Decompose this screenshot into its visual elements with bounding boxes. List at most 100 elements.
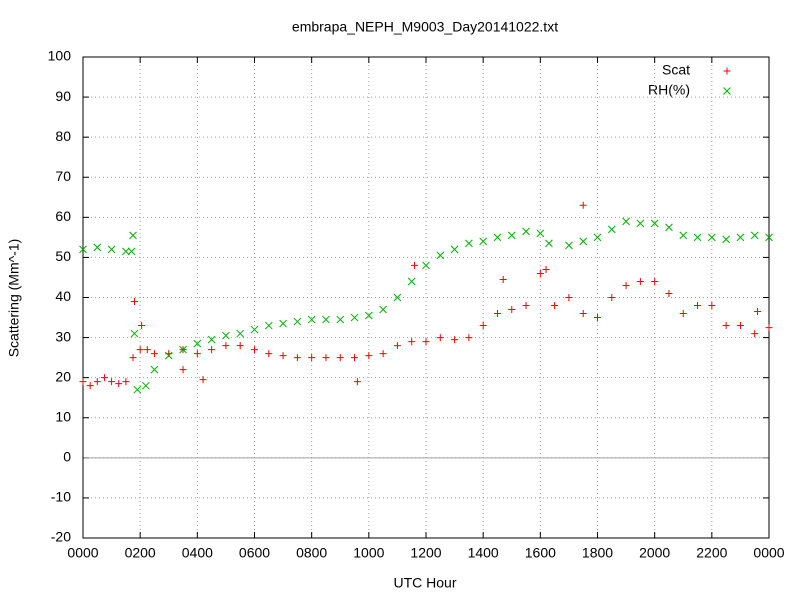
- point: [193, 350, 201, 358]
- point: [308, 354, 316, 362]
- point: [93, 243, 102, 252]
- point: [393, 342, 401, 350]
- legend: Scat RH(%): [648, 62, 731, 98]
- point: [765, 324, 773, 332]
- point: [665, 289, 673, 297]
- point: [351, 354, 359, 362]
- point: [130, 298, 138, 306]
- legend-label: Scat: [662, 62, 690, 78]
- point: [636, 219, 645, 228]
- point: [651, 277, 659, 285]
- point: [79, 378, 87, 386]
- point: [479, 322, 487, 330]
- point: [322, 354, 330, 362]
- point: [579, 201, 587, 209]
- point: [129, 354, 137, 362]
- point: [122, 247, 130, 256]
- point: [393, 293, 402, 302]
- point: [499, 275, 507, 283]
- point: [422, 261, 430, 270]
- point: [379, 350, 387, 358]
- point: [665, 223, 673, 232]
- y-tick-label: 50: [55, 248, 71, 264]
- point: [542, 265, 550, 273]
- y-tick-label: -10: [51, 489, 71, 505]
- point: [179, 345, 187, 354]
- point: [765, 233, 773, 242]
- point: [551, 302, 559, 310]
- point: [108, 378, 116, 386]
- point: [127, 247, 136, 256]
- point: [493, 310, 501, 318]
- x-tick-label: 0000: [753, 545, 784, 561]
- point: [236, 329, 245, 338]
- point: [736, 233, 745, 242]
- point: [364, 311, 373, 320]
- point: [522, 227, 530, 236]
- point: [279, 352, 287, 360]
- point: [136, 346, 144, 354]
- point: [751, 330, 759, 338]
- x-tick-label: 0400: [182, 545, 213, 561]
- point: [722, 322, 730, 330]
- point: [293, 317, 302, 326]
- y-tick-label: 70: [55, 168, 71, 184]
- point: [143, 346, 151, 354]
- point: [336, 354, 344, 362]
- point: [379, 305, 387, 314]
- x-tick-label: 0200: [125, 545, 156, 561]
- point: [193, 339, 202, 348]
- point: [679, 310, 687, 318]
- point: [365, 352, 373, 360]
- series: [79, 201, 773, 390]
- point: [307, 315, 316, 324]
- point: [336, 315, 345, 324]
- point: [279, 319, 287, 328]
- y-tick-label: 0: [63, 449, 71, 465]
- point: [736, 322, 744, 330]
- point: [150, 350, 158, 358]
- x-tick-label: 1600: [525, 545, 556, 561]
- point: [411, 261, 419, 269]
- legend-label: RH(%): [648, 82, 690, 98]
- point: [536, 269, 544, 277]
- x-tick-label: 1400: [468, 545, 499, 561]
- point: [122, 378, 130, 386]
- x-tick-label: 1000: [353, 545, 384, 561]
- x-tick-label: 0800: [296, 545, 327, 561]
- y-tick-label: 90: [55, 88, 71, 104]
- point: [129, 231, 137, 240]
- y-tick-label: 60: [55, 208, 71, 224]
- x-tick-label: 0600: [239, 545, 270, 561]
- point: [322, 315, 330, 324]
- point: [115, 380, 123, 388]
- point: [536, 229, 545, 238]
- y-tick-label: 80: [55, 128, 71, 144]
- point: [650, 219, 659, 228]
- legend-marker: [723, 87, 731, 95]
- point: [222, 331, 230, 340]
- x-tick-label: 1800: [582, 545, 613, 561]
- y-tick-label: 20: [55, 368, 71, 384]
- y-axis-label: Scattering (Mm^-1): [6, 239, 22, 358]
- point: [293, 354, 301, 362]
- legend-marker: [723, 67, 731, 75]
- point: [207, 335, 216, 344]
- point: [493, 233, 502, 242]
- point: [436, 251, 445, 260]
- point: [353, 378, 361, 386]
- point: [265, 350, 273, 358]
- point: [522, 302, 530, 310]
- point: [107, 245, 116, 254]
- point: [565, 241, 573, 250]
- point: [164, 351, 173, 360]
- point: [250, 325, 259, 334]
- point: [608, 294, 616, 301]
- point: [622, 217, 630, 226]
- point: [565, 294, 573, 301]
- y-tick-label: 100: [48, 48, 72, 64]
- x-tick-label: 2000: [639, 545, 670, 561]
- point: [422, 338, 430, 346]
- point: [507, 231, 516, 240]
